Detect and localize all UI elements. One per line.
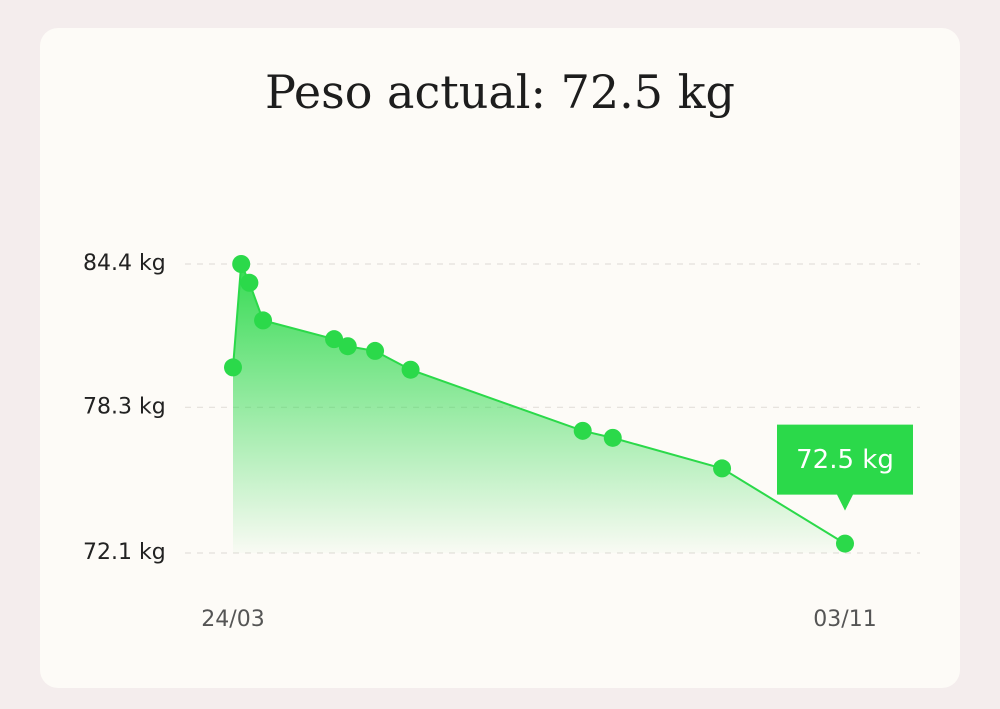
x-tick-label: 03/11	[813, 607, 876, 632]
point	[603, 428, 622, 447]
chart-title: Peso actual: 72.5 kg	[265, 65, 735, 119]
point	[254, 311, 273, 330]
y-tick-label: 72.1 kg	[83, 540, 166, 565]
callout-label: 72.5 kg	[796, 445, 894, 475]
y-tick-label: 78.3 kg	[83, 394, 166, 419]
point	[573, 421, 592, 440]
point	[366, 341, 385, 360]
point	[401, 360, 420, 379]
point	[325, 330, 344, 349]
area	[233, 264, 845, 553]
point	[232, 255, 251, 273]
point	[224, 358, 242, 377]
point	[713, 459, 732, 478]
point	[338, 337, 357, 356]
card	[40, 28, 960, 688]
x-tick-label: 24/03	[201, 607, 264, 632]
point	[240, 273, 259, 292]
point	[836, 534, 854, 553]
y-tick-label: 84.4 kg	[83, 251, 166, 276]
callout-box	[777, 424, 913, 511]
